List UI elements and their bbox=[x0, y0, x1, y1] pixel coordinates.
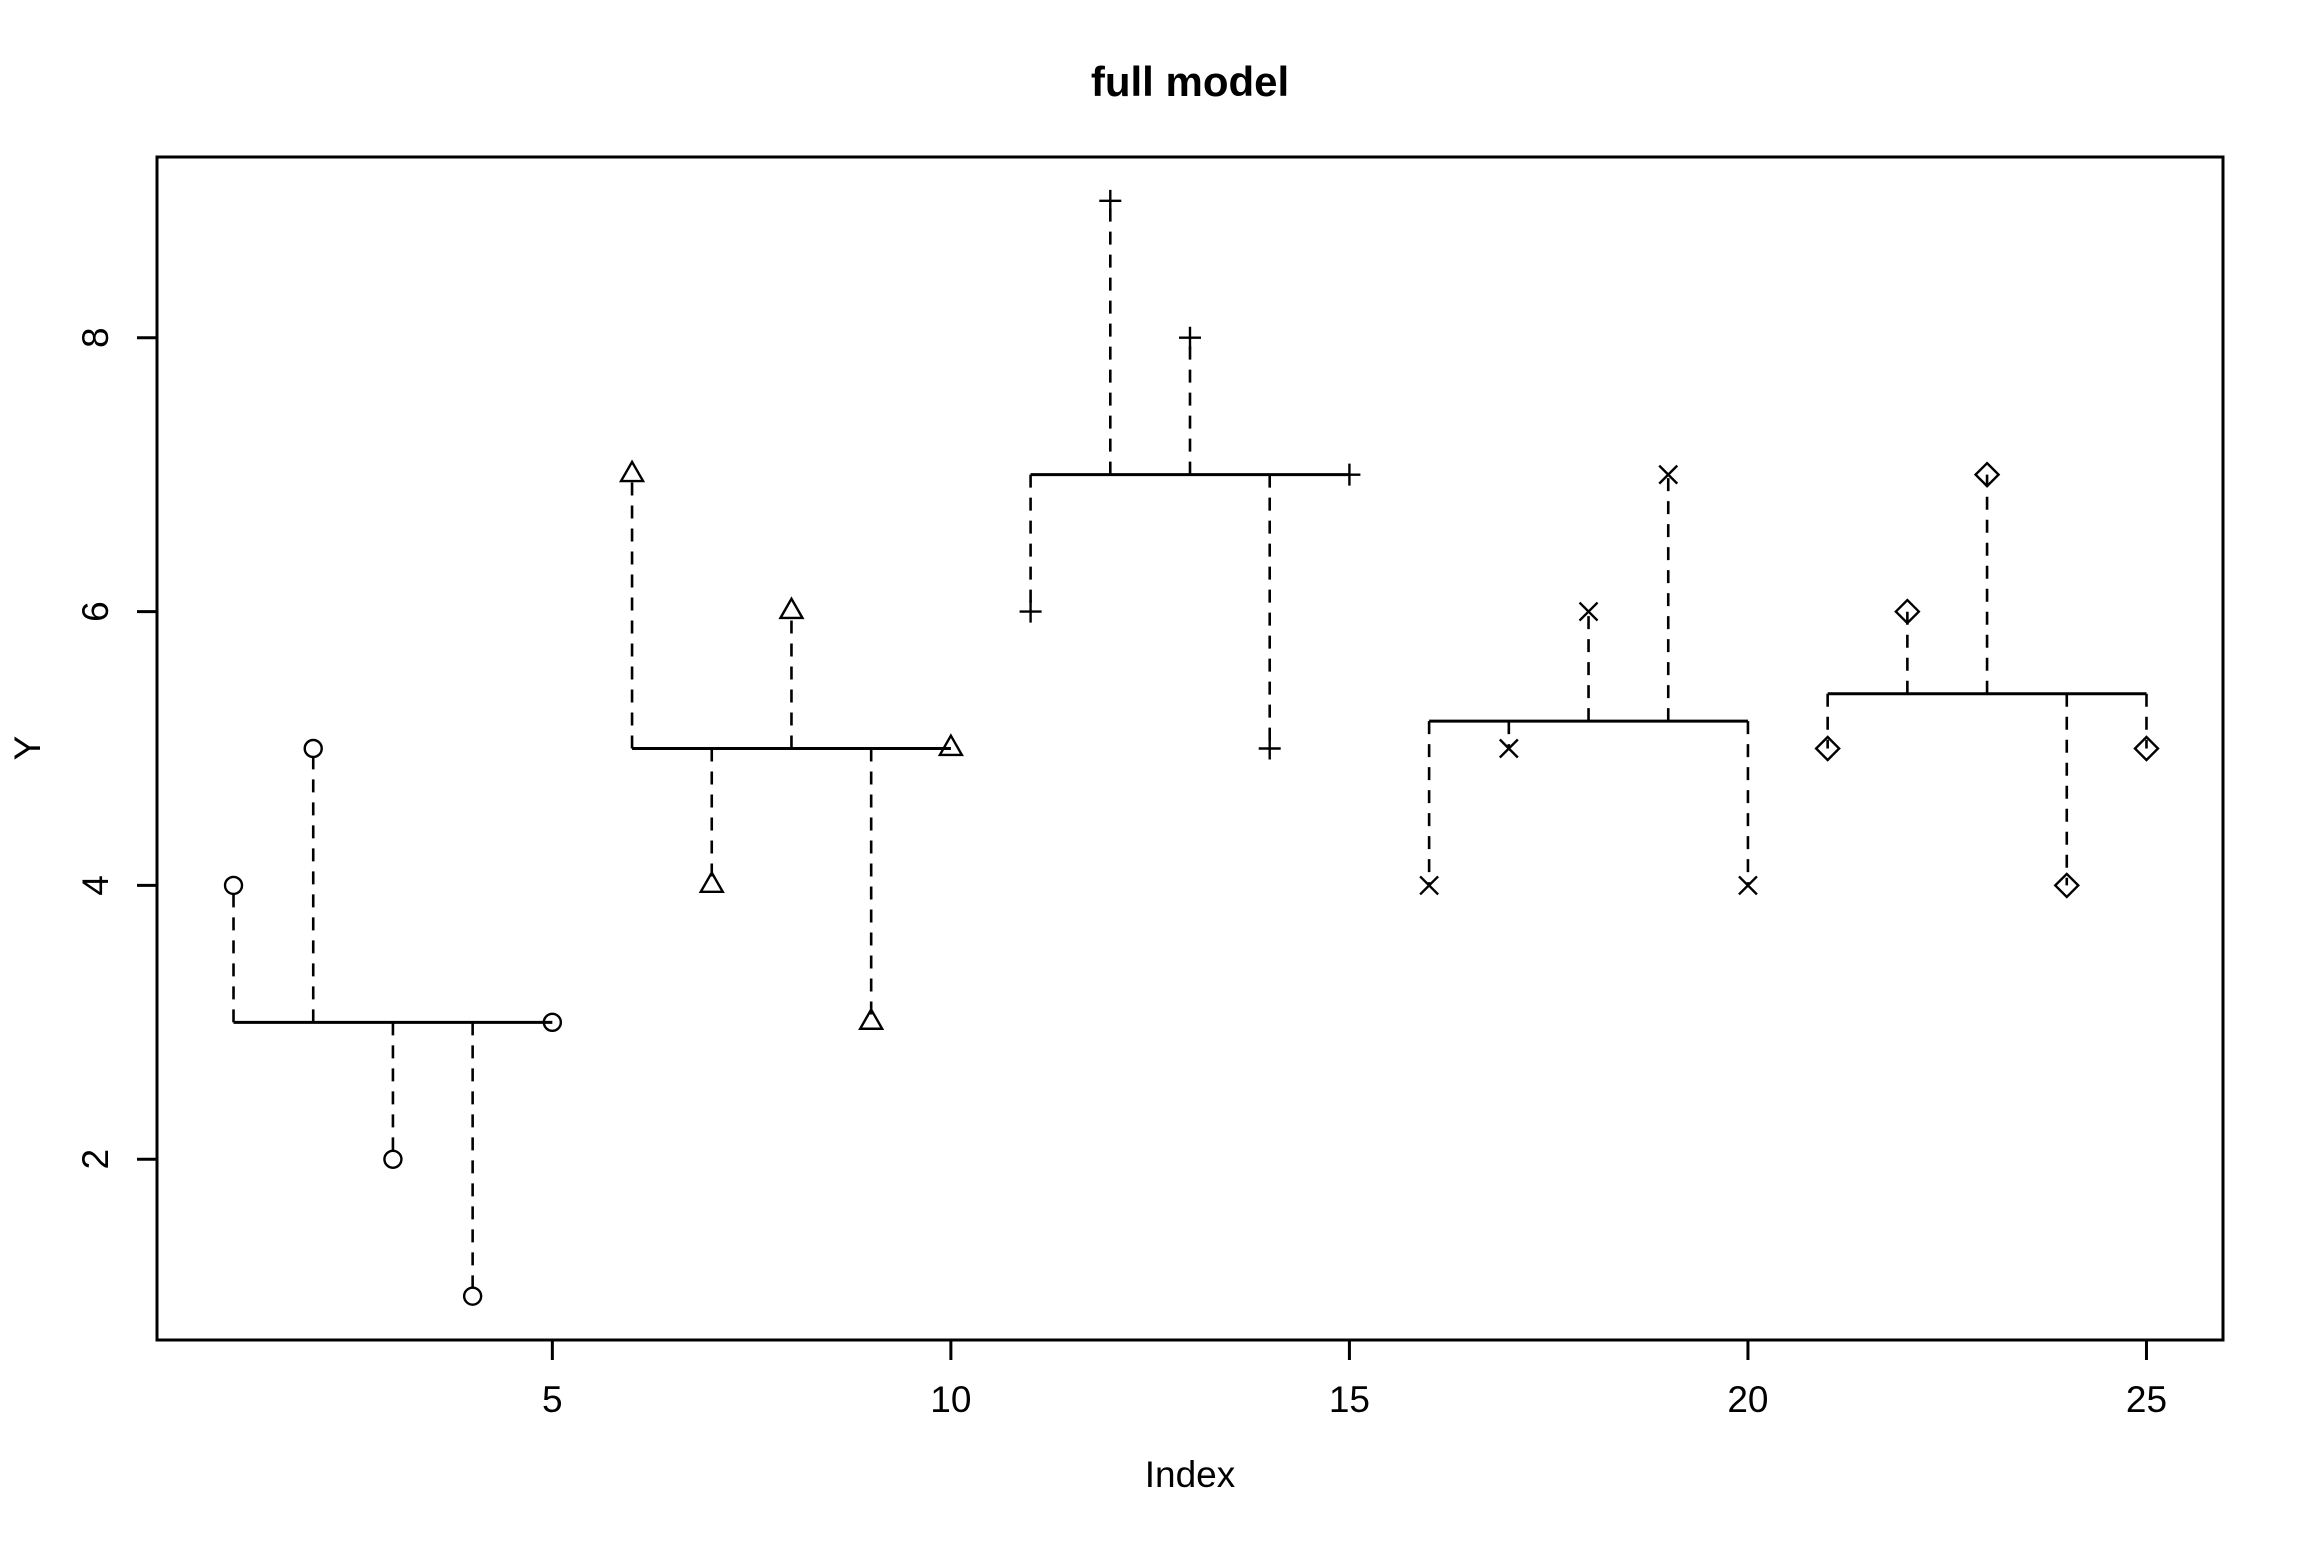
data-point-diamond-icon bbox=[2133, 735, 2160, 762]
data-point-circle-icon bbox=[542, 1012, 563, 1033]
x-tick-label: 20 bbox=[1727, 1379, 1768, 1420]
y-axis-label: Y bbox=[7, 736, 48, 761]
data-point-diamond-icon bbox=[1894, 598, 1921, 625]
data-point-plus-icon bbox=[1258, 737, 1281, 760]
data-point-diamond-icon bbox=[1973, 461, 2001, 488]
data-point-triangle-icon bbox=[778, 596, 805, 620]
x-axis-label: Index bbox=[1145, 1454, 1236, 1495]
y-tick-label: 2 bbox=[75, 1149, 116, 1170]
data-point-circle-icon bbox=[303, 738, 323, 759]
series-group-5 bbox=[1814, 461, 2160, 899]
data-point-plus-icon bbox=[1019, 600, 1042, 623]
data-point-x-icon bbox=[1498, 738, 1519, 759]
chart-title: full model bbox=[1091, 58, 1289, 105]
data-series-layer bbox=[223, 189, 2160, 1306]
series-group-1 bbox=[223, 738, 563, 1306]
x-tick-label: 5 bbox=[542, 1379, 563, 1420]
series-group-2 bbox=[618, 459, 964, 1030]
data-point-diamond-icon bbox=[1814, 735, 1841, 762]
y-tick-label: 8 bbox=[75, 327, 116, 348]
x-tick-label: 15 bbox=[1329, 1379, 1370, 1420]
data-point-circle-icon bbox=[383, 1149, 403, 1169]
series-group-3 bbox=[1019, 189, 1361, 760]
x-tick-label: 10 bbox=[930, 1379, 971, 1420]
y-tick-label: 6 bbox=[75, 601, 116, 622]
data-point-circle-icon bbox=[462, 1286, 483, 1306]
plot-border bbox=[155, 155, 2225, 1342]
data-point-plus-icon bbox=[1338, 463, 1361, 486]
data-point-x-icon bbox=[1419, 875, 1439, 896]
data-point-triangle-icon bbox=[858, 1007, 885, 1030]
data-point-triangle-icon bbox=[618, 459, 646, 483]
y-tick-label: 4 bbox=[75, 875, 116, 896]
x-axis-ticks: 5 10 15 20 25 bbox=[542, 1340, 2167, 1420]
series-group-4 bbox=[1419, 464, 1758, 896]
y-axis-ticks: 2 4 6 8 bbox=[75, 327, 157, 1170]
data-point-triangle-icon bbox=[937, 733, 964, 757]
data-point-x-icon bbox=[1578, 601, 1599, 622]
data-point-diamond-icon bbox=[2053, 872, 2080, 899]
data-point-x-icon bbox=[1738, 875, 1758, 896]
data-point-plus-icon bbox=[1099, 189, 1122, 212]
data-point-triangle-icon bbox=[698, 870, 725, 894]
data-point-plus-icon bbox=[1179, 326, 1201, 349]
data-point-circle-icon bbox=[223, 875, 244, 896]
x-tick-label: 25 bbox=[2126, 1379, 2167, 1420]
data-point-x-icon bbox=[1658, 464, 1679, 485]
